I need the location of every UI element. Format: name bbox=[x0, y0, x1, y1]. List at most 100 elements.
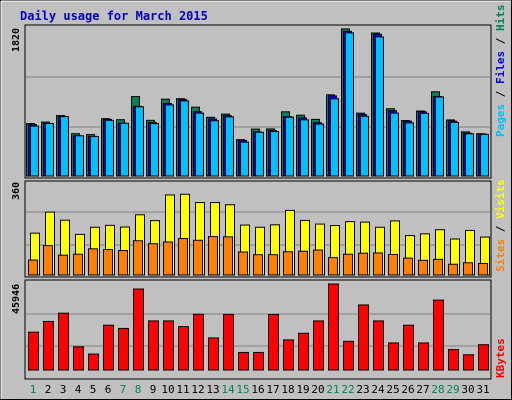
day-label-12: 12 bbox=[191, 383, 204, 396]
bar-sites-day-23 bbox=[358, 252, 368, 276]
day-label-27: 27 bbox=[416, 383, 429, 396]
bar-sites-day-12 bbox=[193, 239, 203, 276]
bar-sites-day-30 bbox=[463, 262, 473, 276]
day-label-6: 6 bbox=[105, 383, 112, 396]
day-label-14: 14 bbox=[221, 383, 235, 396]
bar-pages-day-19 bbox=[300, 119, 309, 177]
day-label-30: 30 bbox=[461, 383, 474, 396]
bar-sites-day-7 bbox=[118, 250, 128, 276]
day-label-8: 8 bbox=[135, 383, 142, 396]
day-label-29: 29 bbox=[446, 383, 459, 396]
bar-pages-day-22 bbox=[345, 32, 354, 177]
bar-kbytes-day-14 bbox=[223, 313, 234, 371]
bar-kbytes-day-21 bbox=[328, 283, 339, 371]
bar-pages-day-14 bbox=[225, 116, 234, 177]
visits-bars bbox=[28, 193, 490, 276]
bar-sites-day-4 bbox=[73, 253, 83, 276]
bar-sites-day-18 bbox=[283, 251, 293, 276]
bar-kbytes-day-19 bbox=[298, 332, 309, 371]
day-label-16: 16 bbox=[251, 383, 264, 396]
day-label-24: 24 bbox=[371, 383, 385, 396]
bar-sites-day-9 bbox=[148, 243, 158, 276]
kbytes-ymax-label: 45946 bbox=[11, 284, 22, 314]
bar-kbytes-day-10 bbox=[163, 320, 174, 371]
bar-sites-day-20 bbox=[313, 249, 323, 276]
bar-pages-day-12 bbox=[195, 112, 204, 177]
bar-pages-day-11 bbox=[180, 100, 189, 177]
bar-pages-day-2 bbox=[45, 123, 54, 177]
bar-kbytes-day-13 bbox=[208, 337, 219, 371]
bar-sites-day-27 bbox=[418, 259, 428, 276]
legend-sep-3: / bbox=[494, 219, 507, 239]
bar-pages-day-3 bbox=[60, 116, 69, 177]
kbytes-legend: KBytes bbox=[494, 338, 507, 378]
day-label-26: 26 bbox=[401, 383, 414, 396]
bar-kbytes-day-28 bbox=[433, 299, 444, 371]
day-labels: 1 2 3 4 5 6 7 8 9 10 11 12 13 14 15 16 17 18 19 20 21 22 23 24 2… bbox=[30, 383, 490, 396]
bar-pages-day-13 bbox=[210, 120, 219, 177]
bar-kbytes-day-16 bbox=[253, 351, 264, 371]
visits-legend: Sites / Visits bbox=[494, 179, 507, 272]
bar-kbytes-day-5 bbox=[88, 353, 99, 371]
bar-pages-day-15 bbox=[240, 141, 249, 177]
day-label-25: 25 bbox=[386, 383, 399, 396]
bar-pages-day-9 bbox=[150, 123, 159, 177]
bar-sites-day-22 bbox=[343, 253, 353, 276]
bar-kbytes-day-20 bbox=[313, 320, 324, 371]
day-label-31: 31 bbox=[476, 383, 489, 396]
bar-sites-day-31 bbox=[478, 262, 488, 276]
bar-kbytes-day-25 bbox=[388, 342, 399, 371]
bar-sites-day-3 bbox=[58, 254, 68, 276]
bar-pages-day-16 bbox=[255, 131, 264, 177]
day-label-18: 18 bbox=[281, 383, 294, 396]
bar-sites-day-25 bbox=[388, 253, 398, 276]
bar-pages-day-7 bbox=[120, 122, 129, 177]
day-label-5: 5 bbox=[90, 383, 97, 396]
day-label-1: 1 bbox=[30, 383, 37, 396]
legend-visits: Visits bbox=[494, 179, 507, 219]
legend-sites: Sites bbox=[494, 239, 507, 272]
bar-pages-day-24 bbox=[375, 36, 384, 177]
legend-hits: Hits bbox=[494, 5, 507, 32]
bar-sites-day-21 bbox=[328, 257, 338, 276]
bar-kbytes-day-6 bbox=[103, 324, 114, 371]
bar-pages-day-25 bbox=[390, 112, 399, 177]
day-label-20: 20 bbox=[311, 383, 324, 396]
legend-pages: Pages bbox=[494, 104, 507, 137]
bar-kbytes-day-18 bbox=[283, 339, 294, 371]
bar-sites-day-5 bbox=[88, 248, 98, 276]
day-label-21: 21 bbox=[326, 383, 339, 396]
chart-title: Daily usage for March 2015 bbox=[20, 9, 208, 23]
bar-sites-day-8 bbox=[133, 240, 143, 276]
bar-kbytes-day-1 bbox=[28, 331, 39, 371]
bar-pages-day-30 bbox=[465, 133, 474, 177]
bar-kbytes-day-7 bbox=[118, 327, 129, 371]
hits-bars bbox=[26, 28, 489, 177]
bar-kbytes-day-31 bbox=[478, 344, 489, 371]
day-label-23: 23 bbox=[356, 383, 369, 396]
day-label-28: 28 bbox=[431, 383, 444, 396]
day-label-15: 15 bbox=[236, 383, 249, 396]
bar-kbytes-day-30 bbox=[463, 354, 474, 371]
day-label-2: 2 bbox=[45, 383, 52, 396]
day-label-9: 9 bbox=[150, 383, 157, 396]
day-label-11: 11 bbox=[176, 383, 189, 396]
day-label-4: 4 bbox=[75, 383, 82, 396]
bar-kbytes-day-12 bbox=[193, 313, 204, 371]
bar-kbytes-day-17 bbox=[268, 313, 279, 371]
day-label-17: 17 bbox=[266, 383, 279, 396]
bar-pages-day-4 bbox=[75, 135, 84, 177]
bar-pages-day-27 bbox=[420, 112, 429, 177]
bar-kbytes-day-4 bbox=[73, 346, 84, 371]
bar-sites-day-19 bbox=[298, 250, 308, 276]
bar-pages-day-5 bbox=[90, 136, 99, 177]
bar-kbytes-day-26 bbox=[403, 324, 414, 371]
bar-pages-day-8 bbox=[135, 106, 144, 177]
bar-pages-day-21 bbox=[330, 98, 339, 177]
bar-pages-day-26 bbox=[405, 122, 414, 177]
bar-kbytes-day-27 bbox=[418, 342, 429, 371]
bar-kbytes-day-15 bbox=[238, 351, 249, 371]
kbytes-bars bbox=[28, 283, 489, 371]
bar-pages-day-31 bbox=[480, 134, 489, 177]
bar-sites-day-28 bbox=[433, 258, 443, 276]
